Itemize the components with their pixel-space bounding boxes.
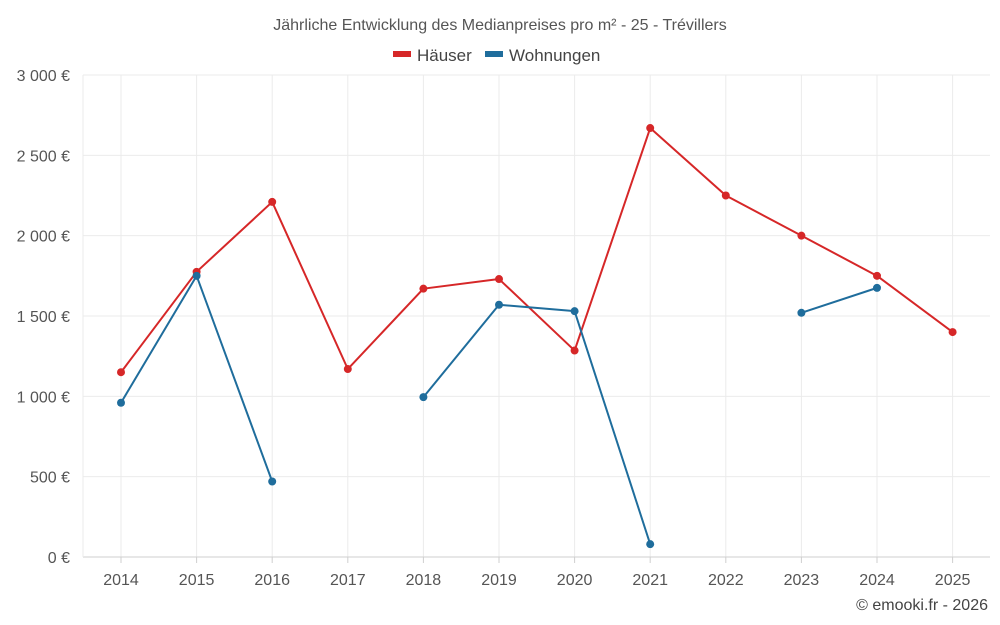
data-point-wohnungen-2019[interactable] xyxy=(495,300,503,309)
series-line-wohnungen xyxy=(422,303,652,546)
data-point-wohnungen-2021[interactable] xyxy=(646,540,655,549)
data-point-wohnungen-2016[interactable] xyxy=(268,477,277,486)
y-tick-label: 3 000 € xyxy=(17,68,70,85)
chart-title: Jährliche Entwicklung des Medianpreises … xyxy=(273,17,727,34)
data-point-haeuser-2024[interactable] xyxy=(873,271,881,280)
series xyxy=(117,124,957,549)
legend-swatch-haeuser xyxy=(393,51,411,57)
series-wohnungen xyxy=(117,271,881,549)
x-tick-label: 2021 xyxy=(632,572,668,589)
data-point-wohnungen-2015[interactable] xyxy=(192,271,201,280)
data-point-wohnungen-2018[interactable] xyxy=(419,393,428,402)
x-tick-label: 2019 xyxy=(481,572,517,589)
y-tick-label: 1 000 € xyxy=(17,389,70,406)
legend-label-wohnungen[interactable]: Wohnungen xyxy=(509,46,600,65)
legend-swatch-wohnungen xyxy=(485,51,503,57)
series-line-haeuser xyxy=(120,127,954,374)
data-point-haeuser-2017[interactable] xyxy=(343,365,352,374)
data-point-wohnungen-2023[interactable] xyxy=(797,308,806,317)
y-tick-label: 1 500 € xyxy=(17,309,70,326)
y-tick-label: 0 € xyxy=(48,550,70,567)
credit-text: © emooki.fr - 2026 xyxy=(856,597,988,614)
x-tick-label: 2024 xyxy=(859,572,895,589)
y-tick-label: 2 500 € xyxy=(17,148,70,165)
series-line-wohnungen xyxy=(800,286,878,314)
x-tick-label: 2018 xyxy=(406,572,442,589)
data-point-haeuser-2019[interactable] xyxy=(495,275,503,284)
x-tick-label: 2016 xyxy=(254,572,290,589)
legend-label-haeuser[interactable]: Häuser xyxy=(417,46,472,65)
axes: 0 € 500 € 1 000 € 1 500 € 2 000 € 2 500 € 3 00… xyxy=(17,68,990,589)
x-tick-label: 2020 xyxy=(557,572,593,589)
x-tick-label: 2025 xyxy=(935,572,971,589)
y-tick-label: 2 000 € xyxy=(17,229,70,246)
x-tick-label: 2014 xyxy=(103,572,139,589)
data-point-wohnungen-2024[interactable] xyxy=(873,283,881,292)
data-point-haeuser-2018[interactable] xyxy=(419,284,428,293)
x-tick-label: 2017 xyxy=(330,572,366,589)
series-haeuser xyxy=(117,124,957,377)
data-point-wohnungen-2014[interactable] xyxy=(117,398,125,407)
data-point-haeuser-2016[interactable] xyxy=(268,197,277,206)
data-point-haeuser-2022[interactable] xyxy=(721,191,730,200)
data-point-haeuser-2020[interactable] xyxy=(570,346,579,355)
x-tick-label: 2023 xyxy=(784,572,820,589)
data-point-haeuser-2021[interactable] xyxy=(646,124,655,133)
grid xyxy=(83,74,990,557)
data-point-haeuser-2025[interactable] xyxy=(948,328,957,337)
y-tick-label: 500 € xyxy=(30,470,70,487)
x-tick-label: 2022 xyxy=(708,572,744,589)
data-point-haeuser-2014[interactable] xyxy=(117,368,125,377)
legend: Häuser Wohnungen xyxy=(393,46,600,65)
data-point-wohnungen-2020[interactable] xyxy=(570,307,579,316)
x-tick-label: 2015 xyxy=(179,572,215,589)
data-point-haeuser-2023[interactable] xyxy=(797,231,806,240)
